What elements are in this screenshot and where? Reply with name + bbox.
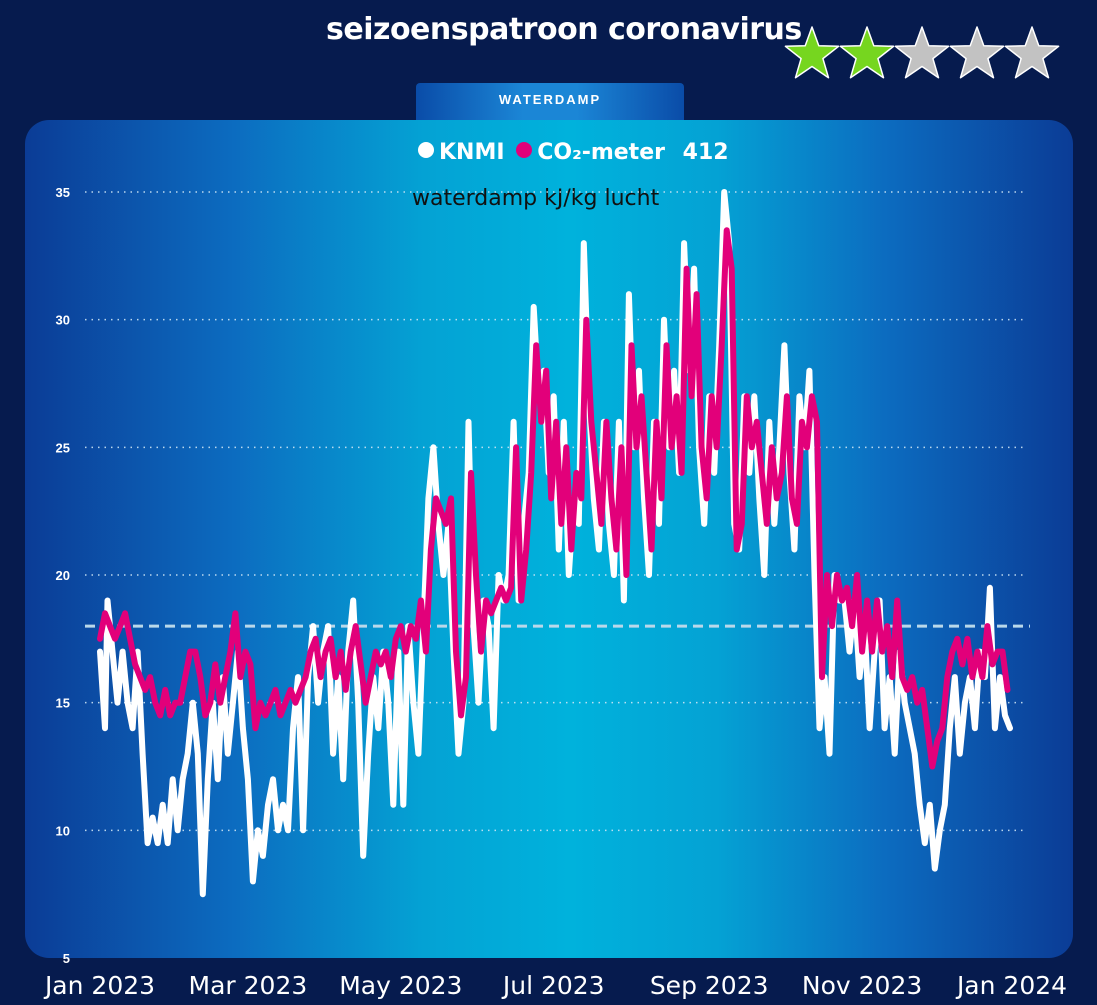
star-empty-icon — [894, 26, 950, 79]
x-tick-label: Jan 2024 — [955, 971, 1067, 1000]
chart-legend: KNMI CO₂-meter 412 — [418, 140, 729, 165]
series-line-knmi — [97, 189, 1013, 898]
y-tick-label: 25 — [56, 440, 70, 455]
star-filled-icon — [839, 26, 895, 79]
x-tick-label: Nov 2023 — [802, 971, 922, 1000]
x-tick-label: May 2023 — [339, 971, 462, 1000]
y-tick-label: 30 — [56, 313, 70, 328]
x-tick-label: Jul 2023 — [501, 971, 605, 1000]
y-tick-label: 15 — [56, 696, 70, 711]
star-empty-icon — [1004, 26, 1060, 79]
y-tick-label: 20 — [56, 568, 70, 583]
series-line-co2-meter — [97, 227, 1011, 770]
y-tick-label: 10 — [56, 823, 70, 838]
y-axis-label: waterdamp kJ/kg lucht — [412, 186, 660, 211]
legend-knmi-marker — [418, 142, 434, 158]
legend-co2-marker — [516, 142, 533, 158]
x-tick-label: Mar 2023 — [189, 971, 308, 1000]
x-tick-label: Sep 2023 — [650, 971, 769, 1000]
legend-knmi-label: KNMI — [439, 140, 505, 165]
y-tick-label: 35 — [56, 185, 70, 200]
page-title: seizoenspatroon coronavirus — [326, 12, 802, 47]
star-empty-icon — [949, 26, 1005, 79]
legend-value: 412 — [682, 140, 729, 165]
y-tick-label: 5 — [63, 951, 70, 966]
tab-waterdamp[interactable]: WATERDAMP — [416, 83, 684, 121]
rating-stars — [784, 26, 1060, 79]
legend-co2-label: CO₂-meter — [537, 140, 665, 165]
x-tick-label: Jan 2023 — [43, 971, 155, 1000]
star-filled-icon — [784, 26, 840, 79]
